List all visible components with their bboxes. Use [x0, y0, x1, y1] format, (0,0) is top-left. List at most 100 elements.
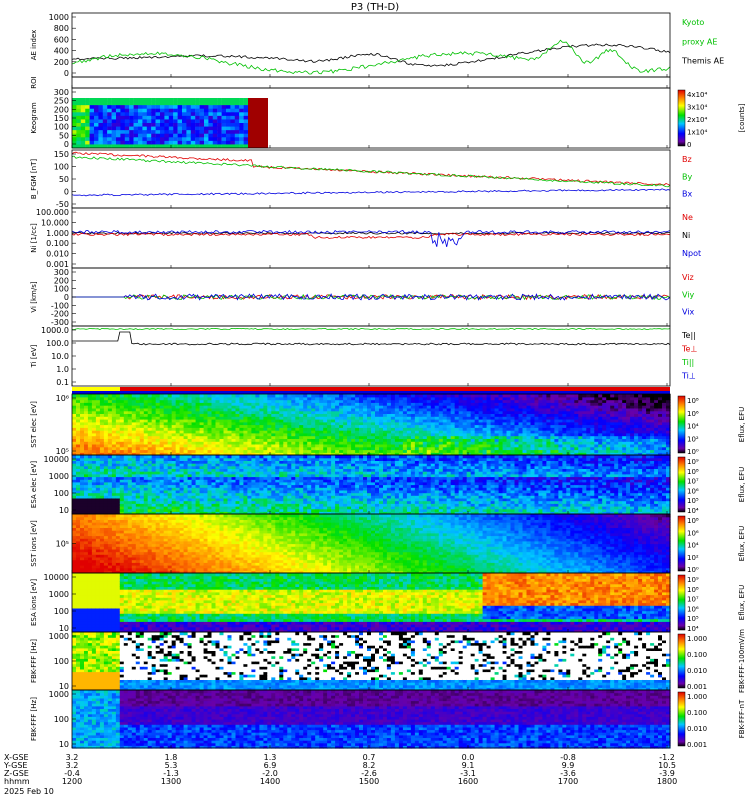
esae-colorbar-label: Eflux, EFU: [738, 467, 746, 502]
fbke-colorbar-tick: 1.000: [687, 635, 707, 643]
keo-colorbar-tick: 2x10⁴: [687, 116, 708, 124]
ti-frame: [72, 326, 670, 386]
ssti-colorbar-tick: 10⁴: [687, 542, 699, 550]
esai-spectrogram: [72, 573, 671, 633]
fbke-colorbar-tick: 0.001: [687, 683, 707, 691]
keo-colorbar-tick: 3x10⁴: [687, 104, 708, 112]
keo-ytick: 100: [54, 123, 69, 132]
te-para-line: [72, 332, 670, 345]
ne-line: [72, 233, 670, 238]
ssti-colorbar-tick: 10²: [687, 554, 699, 562]
footer-value: 1600: [458, 777, 478, 786]
esai-ytick: 10000: [44, 573, 69, 582]
ssti-colorbar-tick: 10⁸: [687, 517, 699, 525]
footer-row-label: hhmm: [4, 777, 30, 786]
esai-colorbar-label: Eflux, EFU: [738, 585, 746, 620]
fbkb-colorbar: [678, 692, 685, 746]
keo-colorbar-tick: 1x10⁴: [687, 129, 708, 137]
by-line: [72, 156, 670, 187]
ti-ytick: 1000.0: [41, 326, 69, 335]
esae-colorbar-tick: 10⁴: [687, 507, 699, 515]
bfgm-legend: By: [682, 172, 692, 181]
bfgm-ytick: 50: [59, 175, 69, 184]
esae-colorbar-tick: 10⁵: [687, 497, 699, 505]
ssti-colorbar-tick: 10⁶: [687, 529, 699, 537]
fbke-colorbar: [678, 634, 685, 688]
sste-colorbar-tick: 10⁰: [687, 448, 699, 456]
ni-legend: Npot: [682, 249, 701, 258]
keo-ytick: 150: [54, 114, 69, 123]
fbkb-colorbar-tick: 0.001: [687, 741, 707, 749]
keogram-image: [72, 98, 268, 149]
esai-ylabel: ESA ions [eV]: [30, 579, 38, 626]
footer-value: 1800: [657, 777, 677, 786]
ae-legend: Themis AE: [681, 57, 724, 66]
themis-ae-line: [72, 44, 670, 67]
fbke-ylabel: FBK-FFF [Hz]: [30, 639, 38, 683]
sste-ytick: 10⁶: [56, 394, 69, 403]
fbkb-spectrogram: [72, 690, 671, 749]
bfgm-legend: Bz: [682, 155, 692, 164]
fbke-colorbar-tick: 0.010: [687, 667, 707, 675]
sste-colorbar-tick: 10²: [687, 435, 699, 443]
ni-ytick: 100.000: [36, 208, 69, 217]
vi-legend: Viy: [682, 290, 695, 299]
fbkb-ytick: 10: [59, 740, 69, 749]
ni-ytick: 0.100: [46, 239, 69, 248]
ni-ytick: 10.000: [41, 218, 69, 227]
esae-ytick: 10: [59, 506, 69, 515]
esae-colorbar-tick: 10⁸: [687, 468, 699, 476]
ti-legend: Te⊥: [681, 345, 697, 354]
bz-line: [72, 152, 670, 185]
keo-colorbar: [678, 90, 685, 146]
fbkb-colorbar-tick: 1.000: [687, 693, 707, 701]
fbkb-ytick: 100: [54, 715, 69, 724]
fbkb-colorbar-label: FBK-FFF-nT: [738, 699, 746, 738]
vi-legend: Vix: [682, 308, 695, 317]
ni-legend: Ni: [682, 231, 690, 240]
sste-colorbar-tick: 10⁸: [687, 397, 699, 405]
ssti-spectrogram: [72, 514, 671, 574]
fbkb-colorbar-tick: 0.100: [687, 709, 707, 717]
ae-ytick: 600: [54, 35, 69, 44]
ssti-ylabel: SST ions [eV]: [30, 520, 38, 567]
esai-colorbar: [678, 575, 685, 630]
esai-ytick: 1000: [49, 590, 69, 599]
bfgm-legend: Bx: [682, 190, 692, 199]
bfgm-ytick: 0: [64, 188, 69, 197]
esae-ytick: 10000: [44, 455, 69, 464]
esai-colorbar-tick: 10⁸: [687, 586, 699, 594]
ae-legend: Kyoto: [682, 18, 704, 27]
flag-blue: [72, 391, 670, 394]
bfgm-ylabel: B_FGM [nT]: [30, 159, 38, 199]
fbkb-colorbar-tick: 0.010: [687, 725, 707, 733]
fbke-ytick: 1000: [49, 632, 69, 641]
ti-legend: Te||: [681, 331, 696, 340]
ssti-colorbar-label: Eflux, EFU: [738, 526, 746, 561]
ae-ytick: 200: [54, 58, 69, 67]
ni-legend: Ne: [682, 213, 693, 222]
keo-ylabel: Keogram: [30, 102, 38, 133]
ae-ylabel: AE index: [30, 30, 38, 61]
roi-ylabel: ROI: [30, 76, 38, 88]
ae-legend: proxy AE: [682, 37, 717, 46]
footer-value: 1200: [62, 777, 82, 786]
ti-legend: Ti⊥: [681, 372, 696, 381]
esai-colorbar-tick: 10⁴: [687, 625, 699, 633]
esai-colorbar-tick: 10⁶: [687, 605, 699, 613]
esai-colorbar-tick: 10⁷: [687, 596, 699, 604]
fbkb-ytick: 1000: [49, 690, 69, 699]
esae-colorbar: [678, 457, 685, 512]
bfgm-ytick: 150: [54, 150, 69, 159]
esae-spectrogram: [72, 455, 671, 515]
ti-para-line: [72, 328, 670, 329]
keo-colorbar-tick: 0: [687, 141, 691, 149]
ssti-colorbar: [678, 516, 685, 571]
footer-value: 1300: [161, 777, 181, 786]
keo-ytick: 50: [59, 131, 69, 140]
ni-ylabel: Ni [1/cc]: [30, 223, 38, 253]
fbke-colorbar-tick: 0.100: [687, 651, 707, 659]
ssti-colorbar-tick: 10⁰: [687, 566, 699, 574]
ae-ytick: 800: [54, 24, 69, 33]
